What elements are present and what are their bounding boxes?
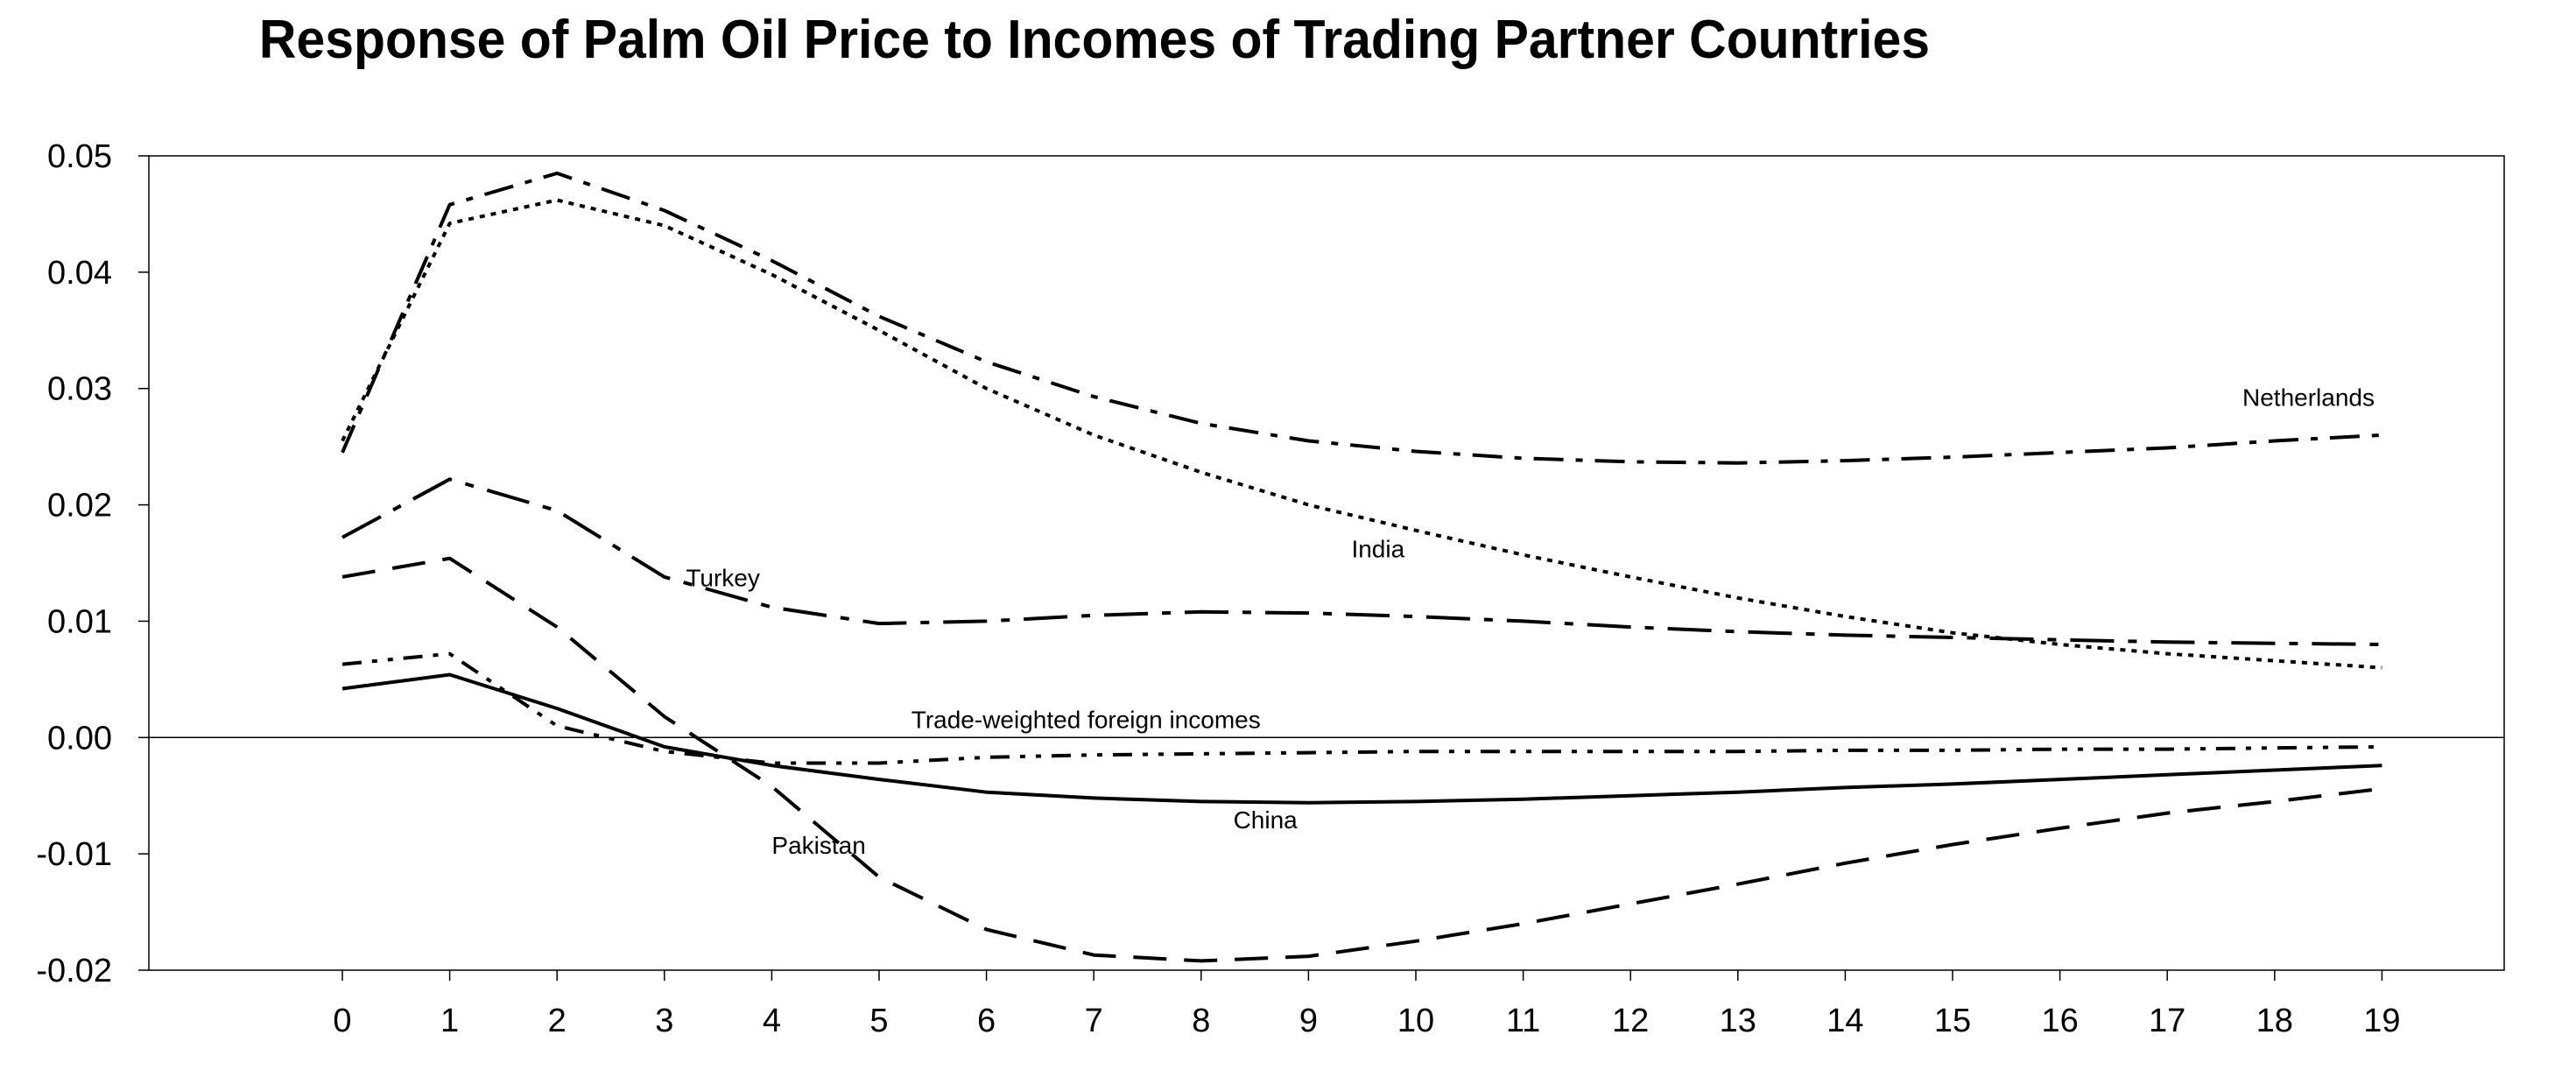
- x-tick-label: 15: [1934, 1003, 1971, 1039]
- y-tick-label: 0.00: [47, 720, 112, 757]
- x-tick-label: 17: [2149, 1003, 2185, 1039]
- x-tick-label: 9: [1299, 1003, 1318, 1039]
- x-tick-label: 19: [2363, 1003, 2400, 1039]
- series-label-turkey: Turkey: [686, 565, 760, 592]
- y-tick-label: -0.02: [36, 953, 112, 989]
- series-label-india: India: [1351, 535, 1404, 562]
- x-tick-label: 3: [655, 1003, 673, 1039]
- x-tick-label: 5: [869, 1003, 888, 1039]
- x-tick-label: 11: [1506, 1003, 1540, 1039]
- x-tick-label: 4: [763, 1003, 781, 1039]
- plot-frame: [148, 155, 2505, 971]
- series-lines: [341, 171, 2382, 963]
- y-tick-label: 0.01: [47, 603, 112, 640]
- y-tick-label: 0.04: [47, 255, 112, 292]
- x-tick-label: 1: [440, 1003, 459, 1039]
- x-tick-label: 18: [2256, 1003, 2293, 1039]
- x-tick-label: 8: [1192, 1003, 1210, 1039]
- x-tick-label: 2: [548, 1003, 567, 1039]
- x-tick-label: 0: [333, 1003, 351, 1039]
- y-tick-label: 0.03: [47, 371, 112, 408]
- series-line-turkey: [341, 477, 2382, 646]
- series-label-trade-weighted-foreign-incomes: Trade-weighted foreign incomes: [911, 707, 1261, 734]
- y-tick-label: 0.05: [47, 138, 112, 175]
- x-tick-label: 14: [1826, 1003, 1863, 1039]
- chart-title: Response of Palm Oil Price to Incomes of…: [258, 10, 1931, 70]
- series-label-netherlands: Netherlands: [2242, 384, 2375, 412]
- series-label-china: China: [1234, 806, 1299, 834]
- series-line-trade-weighted-foreign-incomes: [341, 651, 2382, 765]
- x-tick-label: 7: [1085, 1003, 1103, 1039]
- series-line-india: [341, 198, 2382, 670]
- x-tick-label: 6: [977, 1003, 996, 1039]
- series-labels: Netherlands India Turkey Trade-weighted for…: [686, 384, 2375, 860]
- x-tick-label: 13: [1720, 1003, 1756, 1039]
- series-line-pakistan: [341, 556, 2382, 963]
- series-line-netherlands: [341, 171, 2382, 465]
- y-tick-label: 0.02: [47, 488, 112, 524]
- series-label-pakistan: Pakistan: [771, 832, 865, 859]
- x-tick-label: 12: [1612, 1003, 1649, 1039]
- x-tick-label: 16: [2041, 1003, 2078, 1039]
- y-tick-label: -0.01: [36, 836, 112, 873]
- x-tick-label: 10: [1397, 1003, 1434, 1039]
- axes: 0.050.040.030.020.010.00-0.01-0.020 1 2 3 4 5…: [36, 138, 2504, 1039]
- series-line-china: [341, 672, 2382, 805]
